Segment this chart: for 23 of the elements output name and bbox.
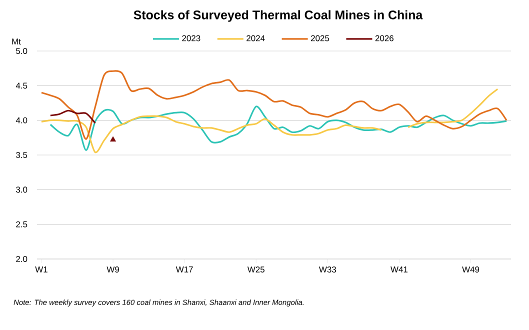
x-tick-label: W25 [247,266,264,273]
x-tick-label: W1 [35,266,48,272]
legend-label: 2026 [375,35,394,42]
line-series [50,106,508,151]
legend-label: 2024 [246,35,265,42]
x-tick-label: W41 [390,266,408,272]
y-tick-label: 4.0 [16,117,28,124]
y-tick-label: 5.0 [16,48,28,54]
y-tick-label: 3.0 [16,186,28,193]
y-tick-label: 4.5 [16,82,28,89]
legend-label: 2023 [182,35,200,42]
line-series [50,110,96,124]
y-tick-label: 3.5 [16,152,28,158]
x-tick-label: W33 [318,266,336,273]
line-series [40,70,508,140]
x-tick-label: W17 [176,266,193,272]
y-tick-label: 2.0 [16,256,28,262]
x-tick-label: W49 [462,266,480,273]
chart-title: Stocks of Surveyed Thermal Coal Mines in China [134,10,423,22]
y-tick-label: 2.5 [16,221,28,228]
x-tick-label: W9 [106,266,119,273]
y-axis-title: Mt [12,38,21,44]
legend-label: 2025 [311,35,330,42]
